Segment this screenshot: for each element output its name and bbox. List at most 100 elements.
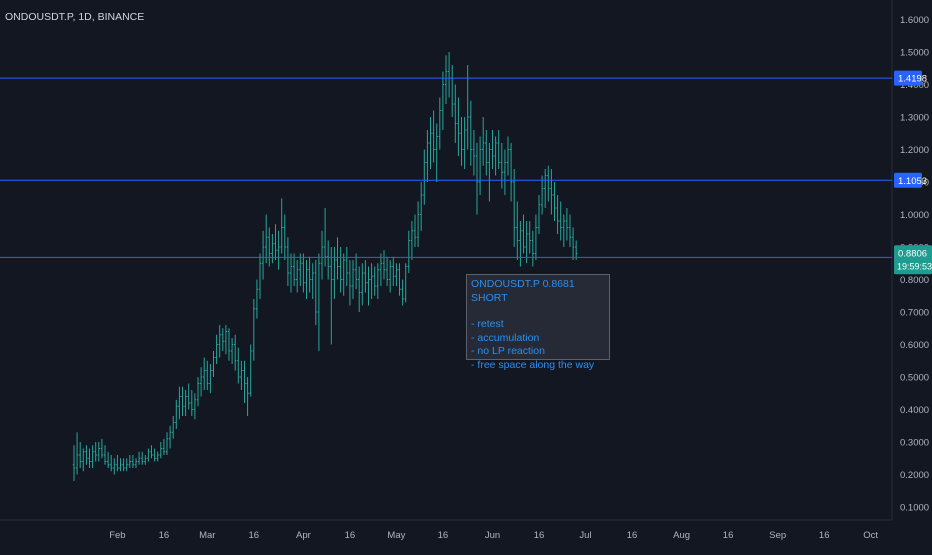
- note-line-no-lp-reaction: - no LP reaction: [471, 345, 545, 357]
- candle: [289, 253, 293, 293]
- x-tick-label: 16: [345, 530, 356, 541]
- candle: [94, 442, 97, 462]
- candle: [370, 263, 373, 299]
- candle: [528, 221, 531, 254]
- candle: [168, 425, 172, 449]
- candle: [401, 279, 404, 306]
- candle: [559, 201, 562, 241]
- x-tick-label: Sep: [769, 530, 786, 541]
- candle: [159, 442, 162, 459]
- candle: [463, 117, 466, 169]
- candle: [562, 214, 565, 247]
- horizontal-levels-group[interactable]: [0, 77, 892, 258]
- x-tick-label: 16: [627, 530, 638, 541]
- candle: [556, 195, 559, 234]
- candle: [571, 227, 575, 260]
- candle: [221, 328, 224, 351]
- y-tick-label: 1.5000: [900, 48, 929, 59]
- x-tick-label: Apr: [296, 530, 311, 541]
- candle: [150, 445, 153, 459]
- candle: [261, 230, 265, 280]
- candle: [432, 110, 435, 163]
- x-tick-label: Oct: [863, 530, 878, 541]
- candle: [531, 230, 534, 267]
- candle: [385, 256, 389, 286]
- candle: [116, 455, 119, 472]
- y-tick-label: 0.7000: [900, 308, 929, 319]
- trade-idea-note[interactable]: ONDOUSDT.P 0.8681 SHORT - retest - accum…: [466, 274, 610, 371]
- candle: [475, 143, 479, 215]
- chart-title: ONDOUSDT.P, 1D, BINANCE: [5, 11, 144, 23]
- candle: [438, 97, 441, 150]
- countdown-text: 19:59:53: [897, 261, 932, 271]
- candle: [91, 445, 94, 468]
- candle: [553, 182, 556, 221]
- candle: [336, 237, 339, 280]
- candle: [320, 230, 324, 280]
- candle: [358, 266, 361, 312]
- candle: [106, 451, 110, 468]
- candle: [178, 386, 181, 420]
- time-axis[interactable]: Feb 16 Mar 16 Apr 16 May 16 Jun 16 Jul 16 Aug 16 Sep 16…: [109, 530, 878, 541]
- candle: [395, 263, 398, 286]
- y-tick-label: 1.2000: [900, 145, 929, 156]
- y-tick-label: 1.6000: [900, 15, 929, 26]
- candle: [497, 130, 500, 169]
- candle: [435, 123, 438, 182]
- candle: [348, 260, 352, 306]
- level-badge-bg: [894, 70, 922, 86]
- candle: [240, 360, 243, 390]
- x-tick-label: 16: [723, 530, 734, 541]
- candle: [404, 263, 407, 303]
- candle: [460, 117, 463, 166]
- candle: [79, 442, 82, 468]
- candle: [292, 253, 296, 286]
- candle: [283, 214, 286, 260]
- candle: [265, 214, 268, 264]
- candle: [271, 234, 274, 264]
- candle: [389, 260, 392, 293]
- last-price-badge: 0.8806 19:59:53: [894, 245, 932, 275]
- candles-group: [72, 52, 578, 481]
- note-line-free-space: - free space along the way: [471, 358, 595, 371]
- candle: [311, 263, 314, 299]
- candle: [82, 448, 85, 472]
- candle: [206, 360, 209, 390]
- candle: [534, 214, 538, 260]
- x-tick-label: Jul: [579, 530, 591, 541]
- candle: [147, 448, 150, 462]
- candle: [373, 266, 376, 296]
- candle: [175, 399, 178, 429]
- candle: [472, 130, 476, 176]
- candle: [429, 117, 432, 169]
- candle: [212, 351, 215, 377]
- candle: [354, 253, 358, 290]
- candle: [500, 143, 503, 189]
- candle: [131, 455, 135, 468]
- candle: [184, 390, 187, 416]
- candle: [255, 279, 259, 319]
- x-tick-label: 16: [159, 530, 170, 541]
- candle: [506, 136, 510, 176]
- candle: [314, 260, 317, 325]
- candle: [423, 149, 426, 205]
- candle: [162, 438, 166, 455]
- candle: [550, 169, 553, 215]
- candle: [382, 250, 386, 280]
- x-tick-label: Aug: [673, 530, 690, 541]
- candle: [379, 253, 383, 286]
- candle: [407, 230, 410, 273]
- candle: [243, 360, 246, 403]
- y-tick-label: 0.3000: [900, 438, 929, 449]
- candle: [156, 451, 159, 462]
- candle: [85, 445, 88, 465]
- candle: [100, 438, 104, 459]
- candle: [416, 201, 420, 247]
- candle: [525, 221, 528, 264]
- candle: [165, 432, 169, 455]
- note-line-accumulation: - accumulation: [471, 331, 540, 344]
- candle: [258, 253, 262, 299]
- candle: [519, 221, 522, 267]
- candle: [323, 208, 327, 267]
